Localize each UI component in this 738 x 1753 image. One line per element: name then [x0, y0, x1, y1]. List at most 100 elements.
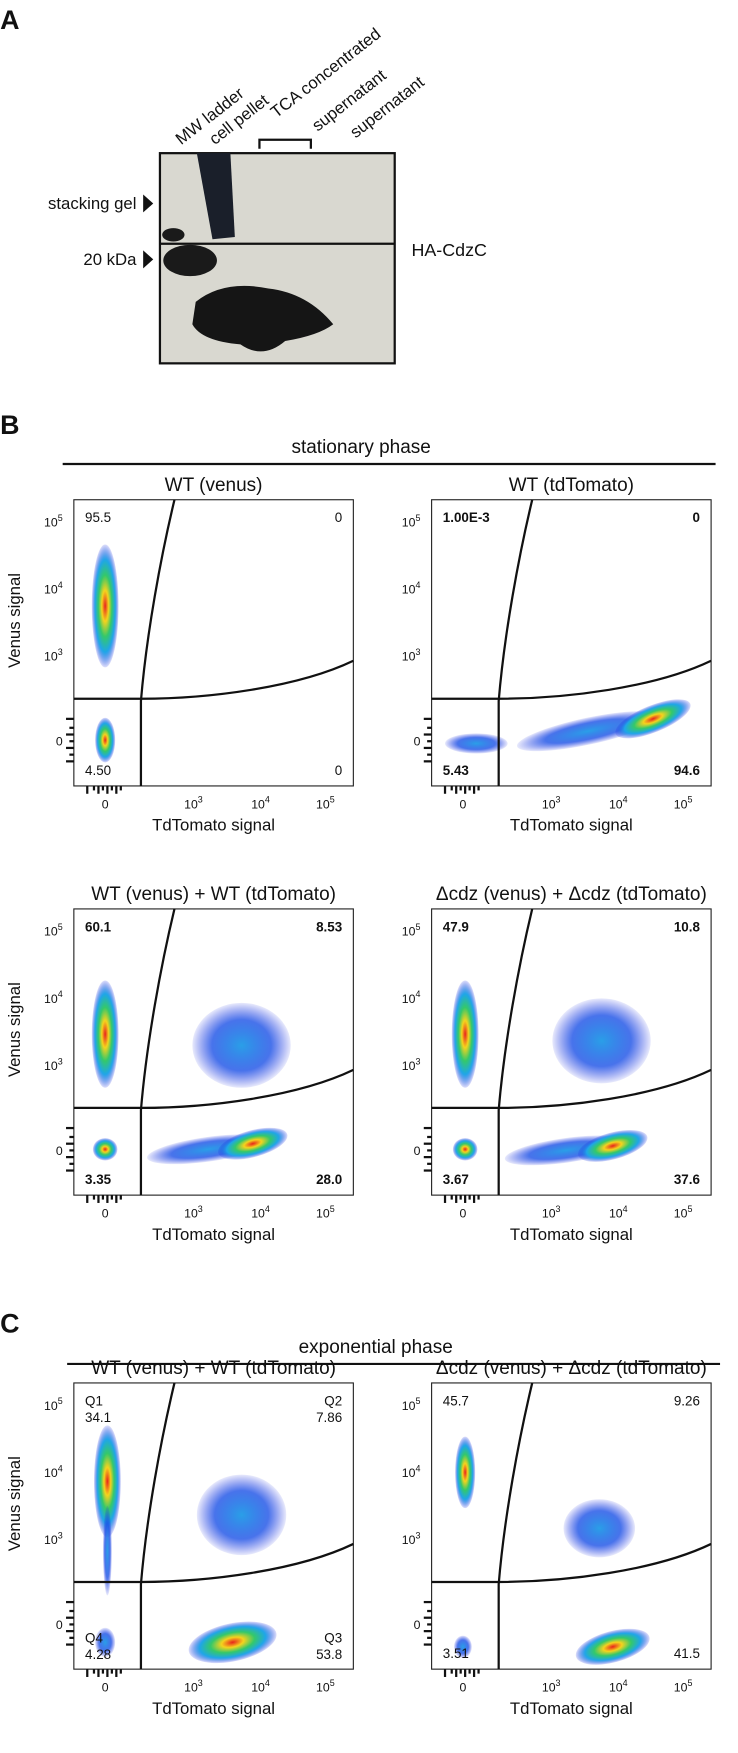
- x-axis-label: TdTomato signal: [152, 816, 275, 835]
- quadrant-value: 10.8: [674, 919, 701, 934]
- tick-label: 104: [609, 795, 628, 812]
- plot-title: Δcdz (venus) + Δcdz (tdTomato): [436, 884, 707, 905]
- quadrant-value: 8.53: [316, 919, 342, 934]
- gate-line: [139, 499, 176, 786]
- gate-line: [139, 1382, 176, 1670]
- tick-base: 10: [402, 516, 416, 530]
- tick-exponent: 3: [415, 1056, 420, 1066]
- tick-label: 0: [56, 1144, 63, 1158]
- tick-exponent: 4: [623, 795, 628, 805]
- tick-base: 10: [251, 1206, 265, 1220]
- quadrant-name: Q4: [85, 1630, 103, 1645]
- y-axis-label: Venus signal: [5, 573, 24, 668]
- protein-label: HA-CdzC: [411, 240, 487, 260]
- marker-arrow: [143, 250, 154, 269]
- tick-base: 10: [674, 797, 688, 811]
- quadrant-value: 3.51: [443, 1646, 469, 1661]
- tick-exponent: 4: [58, 580, 63, 590]
- cell-population: [192, 1002, 291, 1088]
- tick-exponent: 5: [415, 513, 420, 523]
- tick-exponent: 4: [265, 1678, 270, 1688]
- tick-label: 103: [44, 1056, 63, 1073]
- tick-label: 0: [459, 1206, 466, 1220]
- tick-exponent: 3: [58, 1056, 63, 1066]
- tick-exponent: 4: [623, 1678, 628, 1688]
- cell-population: [455, 1436, 476, 1509]
- tick-label: 104: [251, 1204, 270, 1221]
- tick-base: 10: [184, 1206, 198, 1220]
- tick-base: 10: [542, 797, 556, 811]
- tick-exponent: 4: [415, 989, 420, 999]
- x-axis-label: TdTomato signal: [510, 1225, 633, 1244]
- tick-label: 105: [402, 513, 421, 530]
- quadrant-value: 4.28: [85, 1647, 111, 1662]
- tick-base: 10: [402, 1533, 416, 1547]
- tick-exponent: 4: [58, 1463, 63, 1473]
- tick-label: 105: [316, 1204, 335, 1221]
- panel-heading: exponential phase: [299, 1337, 453, 1358]
- tick-base: 10: [674, 1206, 688, 1220]
- quadrant-value: 9.26: [674, 1393, 700, 1408]
- quadrant-value: 0: [692, 510, 699, 525]
- tick-label: 0: [102, 797, 109, 811]
- tick-exponent: 4: [415, 580, 420, 590]
- tick-base: 10: [251, 797, 265, 811]
- tick-label: 0: [102, 1681, 109, 1695]
- tick-label: 103: [542, 795, 561, 812]
- bracket: [258, 138, 312, 149]
- tick-exponent: 5: [687, 1204, 692, 1214]
- plot-frame: [73, 499, 354, 787]
- tick-base: 10: [44, 1399, 58, 1413]
- tick-label: 105: [402, 1396, 421, 1413]
- tick-base: 10: [402, 650, 416, 664]
- tick-label: 104: [44, 580, 63, 597]
- quadrant-value: 7.86: [316, 1410, 342, 1425]
- tick-label: 103: [402, 1530, 421, 1547]
- gate-line: [73, 1542, 354, 1584]
- tick-exponent: 5: [58, 1396, 63, 1406]
- x-axis-label: TdTomato signal: [510, 816, 633, 835]
- tick-label: 0: [459, 797, 466, 811]
- gel-band: [196, 153, 235, 240]
- gel-band: [163, 244, 217, 277]
- cell-population: [188, 1621, 277, 1664]
- gate-line: [139, 908, 176, 1196]
- tick-label: 105: [44, 922, 63, 939]
- tick-label: 104: [609, 1204, 628, 1221]
- gate-line: [431, 1068, 712, 1110]
- tick-base: 10: [402, 1466, 416, 1480]
- quadrant-value: 3.67: [443, 1172, 469, 1187]
- tick-base: 10: [44, 516, 58, 530]
- tick-label: 104: [44, 989, 63, 1006]
- tick-base: 10: [542, 1681, 556, 1695]
- tick-base: 10: [184, 1681, 198, 1695]
- tick-label: 0: [56, 1618, 63, 1632]
- gate-line: [497, 908, 534, 1196]
- tick-exponent: 3: [58, 1530, 63, 1540]
- tick-label: 104: [402, 989, 421, 1006]
- cell-population: [91, 544, 119, 668]
- plot-title: WT (venus) + WT (tdTomato): [91, 1358, 336, 1379]
- tick-base: 10: [316, 1681, 330, 1695]
- marker-label: stacking gel: [48, 194, 136, 213]
- cell-population: [577, 1130, 648, 1162]
- tick-label: 0: [56, 735, 63, 749]
- quadrant-value: 0: [335, 510, 342, 525]
- gate-line: [431, 1542, 712, 1584]
- plot-title: WT (venus): [165, 475, 263, 496]
- tick-label: 105: [674, 1204, 693, 1221]
- gate-line: [73, 1068, 354, 1110]
- tick-exponent: 5: [687, 795, 692, 805]
- quadrant-value: 5.43: [443, 763, 469, 778]
- quadrant-value: 41.5: [674, 1646, 700, 1661]
- tick-label: 104: [609, 1678, 628, 1695]
- plot-title: Δcdz (venus) + Δcdz (tdTomato): [436, 1358, 707, 1379]
- quadrant-value: 53.8: [316, 1647, 342, 1662]
- tick-base: 10: [44, 1059, 58, 1073]
- tick-label: 105: [44, 513, 63, 530]
- tick-base: 10: [44, 925, 58, 939]
